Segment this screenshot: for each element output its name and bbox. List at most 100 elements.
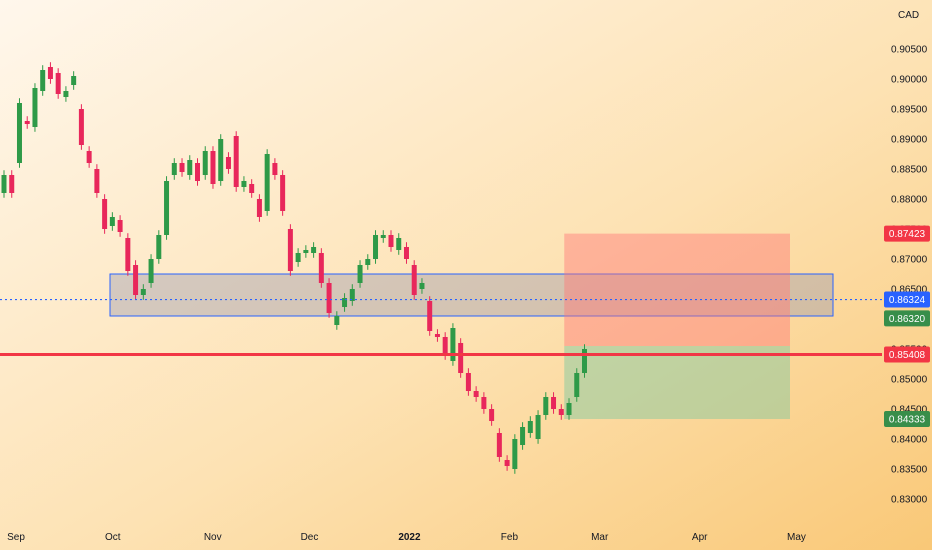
y-tick-label: 0.89000 [891,135,928,146]
x-tick-label: 2022 [398,532,421,543]
candle[interactable] [171,163,177,175]
candle[interactable] [264,154,270,211]
candle[interactable] [94,169,100,193]
candle[interactable] [388,235,394,247]
candle[interactable] [365,259,371,265]
candle[interactable] [210,151,216,184]
candle[interactable] [574,373,580,397]
x-tick-label: Sep [7,532,25,543]
candle[interactable] [403,247,409,259]
stop-price-badge [884,411,930,428]
candle[interactable] [47,67,53,79]
resistance-price-badge-text: 0.85408 [889,350,926,361]
candle[interactable] [465,373,471,391]
stop-loss-box[interactable] [564,346,790,420]
candle[interactable] [481,397,487,409]
y-tick-label: 0.88500 [891,165,928,176]
x-tick-label: Apr [692,532,708,543]
candle[interactable] [566,403,572,415]
candle[interactable] [86,151,92,163]
candle[interactable] [202,151,208,175]
candle[interactable] [427,301,433,331]
candle[interactable] [156,235,162,259]
candle[interactable] [458,343,464,373]
candle[interactable] [520,427,526,445]
zone-price-badge-text: 0.86320 [889,314,926,325]
support-zone[interactable] [109,273,834,317]
candle[interactable] [32,88,38,127]
candle[interactable] [164,181,170,235]
candle[interactable] [280,175,286,211]
candle[interactable] [233,136,239,187]
candle[interactable] [117,220,123,232]
candle[interactable] [535,415,541,439]
candle[interactable] [40,70,46,91]
candle[interactable] [187,160,193,175]
candle[interactable] [318,253,324,283]
candle[interactable] [71,76,77,85]
candle[interactable] [543,397,549,415]
candle[interactable] [148,259,154,283]
x-tick-label: Nov [204,532,222,543]
y-tick-label: 0.83000 [891,495,928,506]
candle[interactable] [373,235,379,259]
x-tick-label: Mar [591,532,609,543]
candle[interactable] [1,175,7,193]
candle[interactable] [303,250,309,253]
candle[interactable] [109,217,115,226]
candle[interactable] [311,247,317,253]
candle[interactable] [473,391,479,397]
candle[interactable] [140,289,146,295]
candle[interactable] [551,397,557,409]
y-tick-label: 0.86500 [891,285,928,296]
candle[interactable] [434,334,440,337]
candle[interactable] [349,289,355,301]
candle[interactable] [16,103,22,163]
candle[interactable] [527,421,533,433]
candle[interactable] [582,349,587,373]
candle[interactable] [218,139,224,181]
y-tick-label: 0.88000 [891,195,928,206]
candle[interactable] [450,328,456,361]
target-price-badge-text: 0.87423 [889,229,926,240]
y-tick-label: 0.84500 [891,405,928,416]
y-tick-label: 0.83500 [891,465,928,476]
candle[interactable] [63,91,69,97]
candle[interactable] [55,73,61,94]
candle[interactable] [442,337,448,355]
candle[interactable] [411,265,417,295]
candle[interactable] [225,157,231,169]
candle[interactable] [380,235,386,238]
candle[interactable] [496,433,502,457]
x-tick-label: Dec [301,532,319,543]
candle[interactable] [125,238,131,271]
candle[interactable] [195,163,200,181]
candle[interactable] [133,265,139,295]
candle[interactable] [256,199,262,217]
candle[interactable] [504,460,510,466]
candle[interactable] [558,409,564,415]
candle[interactable] [357,265,363,283]
candle[interactable] [489,409,495,421]
candle[interactable] [326,283,332,313]
candle[interactable] [9,175,15,193]
candle[interactable] [512,439,518,469]
y-tick-label: 0.87000 [891,255,928,266]
candle[interactable] [342,298,348,307]
candle[interactable] [419,283,425,289]
candle[interactable] [396,238,402,250]
candle[interactable] [334,316,340,325]
candle[interactable] [179,163,185,172]
candle[interactable] [24,121,30,124]
candle[interactable] [78,109,84,145]
candle[interactable] [272,163,278,175]
candle[interactable] [249,184,255,193]
profit-target-box[interactable] [564,233,790,346]
y-tick-label: 0.90000 [891,75,928,86]
candle[interactable] [241,181,247,187]
candle[interactable] [287,229,293,271]
candle[interactable] [295,253,301,262]
candle[interactable] [102,199,108,229]
